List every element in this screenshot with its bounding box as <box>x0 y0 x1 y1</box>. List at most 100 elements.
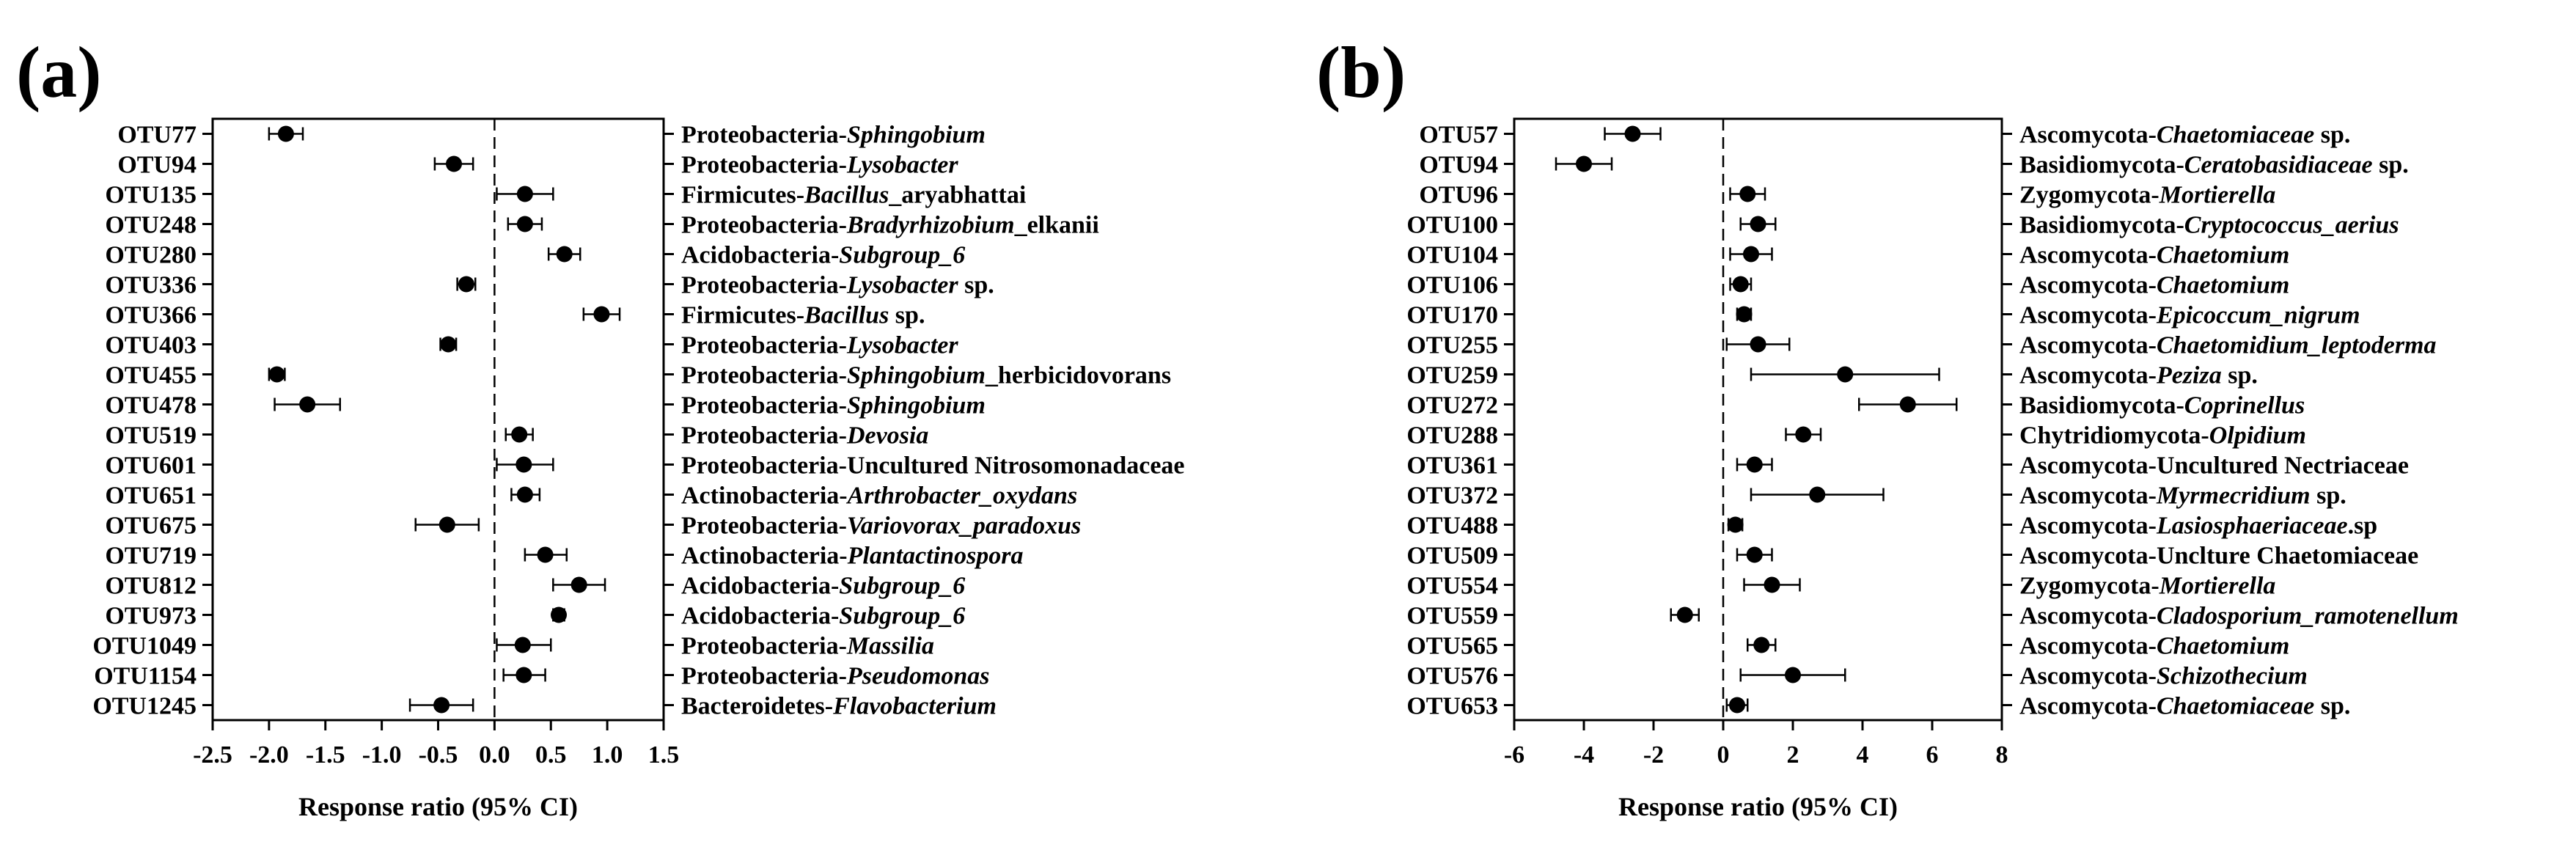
taxon-label: Proteobacteria-Bradyrhizobium_elkanii <box>681 212 1099 239</box>
x-tick-label: -2 <box>1643 741 1664 769</box>
point-estimate <box>433 697 450 714</box>
x-axis-label: Response ratio (95% CI) <box>298 792 578 821</box>
x-tick-label: -6 <box>1504 741 1524 769</box>
taxon-label: Ascomycota-Chaetomidium_leptoderma <box>2019 332 2437 359</box>
point-estimate <box>438 516 455 533</box>
otu-label: OTU675 <box>105 513 197 540</box>
taxon-label: Zygomycota-Mortierella <box>2019 573 2275 600</box>
taxon-label: Ascomycota-Unclture Chaetomiaceae <box>2019 543 2418 570</box>
plot-frame <box>1513 117 2003 722</box>
taxon-label: Acidobacteria-Subgroup_6 <box>681 573 965 600</box>
point-estimate <box>511 426 528 443</box>
otu-label: OTU1154 <box>94 663 197 690</box>
point-estimate <box>514 637 531 653</box>
point-estimate <box>1795 426 1812 443</box>
x-tick-label: -2.0 <box>249 741 289 769</box>
otu-label: OTU255 <box>1406 332 1498 359</box>
point-estimate <box>1746 546 1763 563</box>
otu-label: OTU100 <box>1406 212 1498 239</box>
x-tick-label: -1.0 <box>362 741 402 769</box>
otu-label: OTU1049 <box>92 633 197 660</box>
x-tick-label: -0.5 <box>419 741 458 769</box>
taxon-label: Ascomycota-Epicoccum_nigrum <box>2019 302 2360 329</box>
point-estimate <box>1729 697 1745 714</box>
taxon-label: Proteobacteria-Devosia <box>681 422 928 450</box>
point-estimate <box>1899 396 1916 413</box>
otu-label: OTU336 <box>105 272 197 299</box>
otu-label: OTU554 <box>1406 573 1498 600</box>
point-estimate <box>516 216 533 232</box>
otu-label: OTU170 <box>1406 302 1498 329</box>
point-estimate <box>440 336 457 353</box>
point-estimate <box>277 125 294 142</box>
otu-label: OTU106 <box>1406 272 1498 299</box>
x-tick-label: -4 <box>1574 741 1594 769</box>
taxon-label: Proteobacteria-Pseudomonas <box>681 663 990 690</box>
panel-label: (a) <box>16 32 102 113</box>
taxon-label: Proteobacteria-Massilia <box>681 633 934 660</box>
otu-label: OTU565 <box>1406 633 1498 660</box>
taxon-label: Proteobacteria-Sphingobium <box>681 122 986 149</box>
point-estimate <box>1624 125 1641 142</box>
point-estimate <box>570 576 587 593</box>
taxon-label: Ascomycota-Uncultured Nectriaceae <box>2019 452 2409 480</box>
point-estimate <box>516 186 533 202</box>
otu-label: OTU366 <box>105 302 197 329</box>
otu-label: OTU653 <box>1406 693 1498 720</box>
otu-label: OTU104 <box>1406 242 1498 269</box>
otu-label: OTU272 <box>1406 392 1498 419</box>
taxon-label: Firmicutes-Bacillus_aryabhattai <box>681 182 1026 209</box>
point-estimate <box>1764 576 1780 593</box>
point-estimate <box>446 155 463 172</box>
point-estimate <box>1750 216 1766 232</box>
otu-label: OTU259 <box>1406 362 1498 389</box>
taxon-label: Basidiomycota-Cryptococcus_aerius <box>2019 212 2399 239</box>
x-tick-label: 0.0 <box>479 741 510 769</box>
point-estimate <box>1837 366 1854 383</box>
taxon-label: Ascomycota-Peziza sp. <box>2019 362 2258 389</box>
taxon-label: Ascomycota-Myrmecridium sp. <box>2019 483 2346 510</box>
taxon-label: Actinobacteria-Arthrobacter_oxydans <box>681 483 1077 510</box>
otu-label: OTU455 <box>105 362 197 389</box>
otu-label: OTU576 <box>1406 663 1498 690</box>
point-estimate <box>1785 667 1801 683</box>
otu-label: OTU57 <box>1419 122 1498 149</box>
point-estimate <box>458 276 474 293</box>
otu-label: OTU559 <box>1406 603 1498 630</box>
x-tick-label: 2 <box>1787 741 1799 769</box>
point-estimate <box>593 306 610 323</box>
x-tick-label: -2.5 <box>193 741 232 769</box>
point-estimate <box>1727 516 1744 533</box>
taxon-label: Firmicutes-Bacillus sp. <box>681 302 925 329</box>
taxon-label: Basidiomycota-Coprinellus <box>2019 392 2305 419</box>
x-tick-label: 1.0 <box>592 741 623 769</box>
otu-label: OTU94 <box>117 152 197 179</box>
otu-label: OTU812 <box>105 573 197 600</box>
panel-b: (b) -6 -4 -2 0 2 4 6 8 Response ratio (95% CI) OTU… <box>1316 32 2459 821</box>
otu-label: OTU361 <box>1406 452 1498 480</box>
otu-label: OTU135 <box>105 182 197 209</box>
taxon-label: Ascomycota-Chaetomiaceae sp. <box>2019 693 2350 720</box>
otu-label: OTU248 <box>105 212 197 239</box>
point-estimate <box>1750 336 1766 353</box>
taxon-label: Proteobacteria-Lysobacter <box>681 152 958 179</box>
taxon-label: Zygomycota-Mortierella <box>2019 182 2275 209</box>
point-estimate <box>1743 246 1759 263</box>
taxon-label: Ascomycota-Chaetomium <box>2019 272 2289 299</box>
taxon-label: Ascomycota-Lasiosphaeriaceae.sp <box>2019 513 2377 540</box>
point-estimate <box>537 546 554 563</box>
otu-label: OTU519 <box>105 422 197 450</box>
otu-label: OTU488 <box>1406 513 1498 540</box>
point-estimate <box>551 606 568 623</box>
point-estimate <box>1739 186 1756 202</box>
point-estimate <box>299 396 316 413</box>
x-axis-label: Response ratio (95% CI) <box>1618 792 1898 821</box>
taxon-label: Proteobacteria-Uncultured Nitrosomonadac… <box>681 452 1185 480</box>
otu-label: OTU601 <box>105 452 197 480</box>
point-estimate <box>1736 306 1753 323</box>
x-tick-label: 1.5 <box>648 741 680 769</box>
taxon-label: Proteobacteria-Lysobacter sp. <box>681 272 994 299</box>
otu-label: OTU280 <box>105 242 197 269</box>
taxon-label: Ascomycota-Chaetomium <box>2019 242 2289 269</box>
x-tick-label: -1.5 <box>306 741 345 769</box>
